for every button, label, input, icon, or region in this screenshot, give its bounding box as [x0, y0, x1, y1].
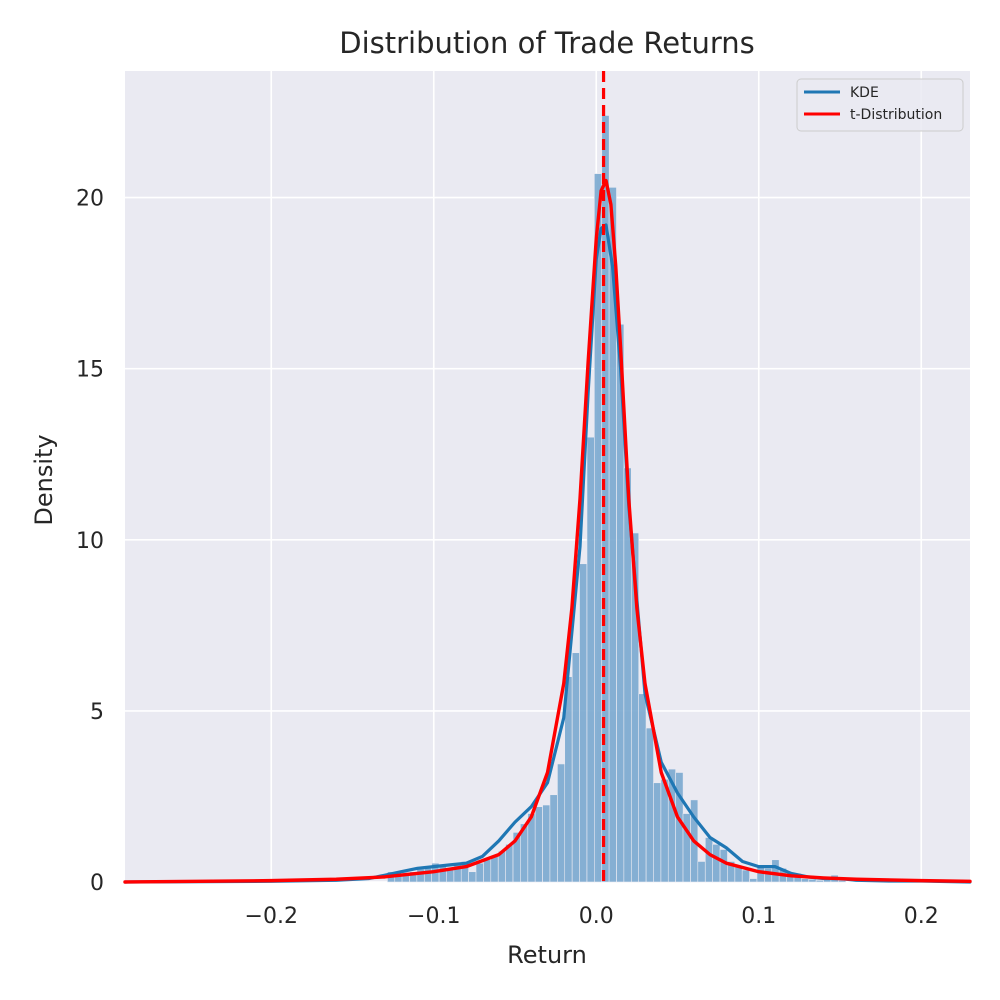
plot-area [125, 71, 970, 882]
histogram-bar [801, 878, 810, 883]
histogram-bar [549, 794, 558, 883]
y-tick-label: 20 [76, 187, 104, 212]
histogram-bar [749, 878, 758, 883]
histogram-bar [712, 844, 721, 883]
histogram-bar [719, 849, 728, 883]
y-tick-label: 10 [76, 529, 104, 554]
histogram-bar [704, 837, 713, 883]
legend-kde-label: KDE [850, 85, 879, 101]
legend-t-distribution-label: t-Distribution [850, 107, 942, 123]
y-tick-label: 5 [90, 700, 104, 725]
histogram-bar [741, 869, 750, 883]
series-lines [123, 71, 972, 884]
histogram-bar [660, 779, 669, 883]
x-tick-label: −0.1 [407, 904, 460, 929]
histogram-bar [771, 859, 780, 883]
y-axis-ticks: 0 5 10 15 20 [76, 187, 104, 896]
histogram-bar [586, 436, 595, 883]
histogram-bar [697, 861, 706, 883]
histogram-bar [424, 867, 433, 883]
histogram-bar [542, 804, 551, 883]
y-axis-label: Density [30, 434, 58, 525]
histogram-bar [468, 871, 477, 883]
x-tick-label: −0.2 [245, 904, 298, 929]
histogram-bar [527, 813, 536, 883]
histogram-bar [557, 763, 566, 883]
x-axis-ticks: −0.2 −0.1 0.0 0.1 0.2 [245, 904, 939, 929]
histogram-bar [475, 862, 484, 883]
histogram-bar [534, 806, 543, 883]
histogram-bar [645, 727, 654, 883]
histogram-bar [483, 859, 492, 883]
histogram-bar [571, 652, 580, 883]
histogram-bar [416, 868, 425, 883]
histogram-bar [756, 866, 765, 883]
legend-box [796, 78, 964, 132]
histogram-bar [579, 563, 588, 883]
t-distribution-line [123, 178, 972, 884]
x-tick-label: 0.0 [579, 904, 614, 929]
histogram-bar [490, 856, 499, 883]
histogram-bar [653, 782, 662, 883]
x-axis-label: Return [507, 941, 587, 969]
histogram-bar [764, 868, 773, 883]
x-tick-label: 0.2 [904, 904, 939, 929]
legend: KDE t-Distribution [796, 78, 964, 132]
y-tick-label: 15 [76, 358, 104, 383]
histogram-bar [734, 866, 743, 883]
histogram-bars [387, 115, 847, 883]
histogram-bar [808, 878, 817, 883]
x-tick-label: 0.1 [741, 904, 776, 929]
y-tick-label: 0 [90, 871, 104, 896]
histogram-bar [815, 879, 824, 883]
chart-title: Distribution of Trade Returns [339, 26, 755, 60]
histogram-bar [638, 693, 647, 883]
